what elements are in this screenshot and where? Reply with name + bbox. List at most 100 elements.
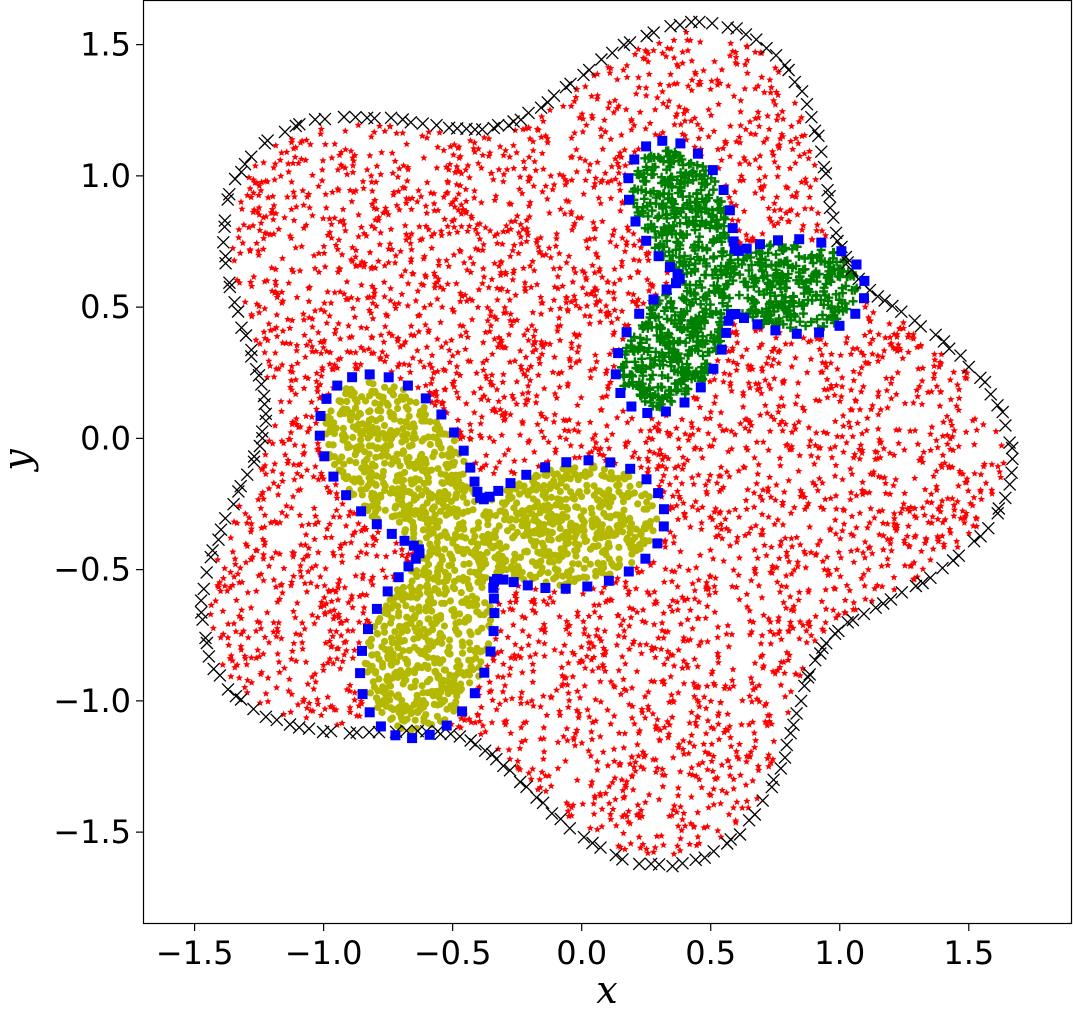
red-star-point <box>556 336 564 344</box>
red-star-point <box>800 547 808 555</box>
red-star-point <box>607 596 616 604</box>
red-star-point <box>509 246 517 254</box>
red-star-point <box>261 348 269 356</box>
red-star-point <box>684 663 692 671</box>
red-star-point <box>746 607 754 614</box>
red-star-point <box>549 185 557 193</box>
red-star-point <box>611 795 619 803</box>
red-star-point <box>631 767 640 775</box>
yellow-circle-point <box>502 566 510 574</box>
red-star-point <box>490 469 498 477</box>
red-star-point <box>801 505 809 513</box>
red-star-point <box>957 514 965 522</box>
red-star-point <box>516 347 524 354</box>
yellow-circle-point <box>434 422 442 430</box>
red-star-point <box>569 801 577 809</box>
red-star-point <box>586 418 594 426</box>
red-star-point <box>318 176 326 184</box>
red-star-point <box>533 125 541 133</box>
red-star-point <box>484 303 492 311</box>
yellow-circle-point <box>396 652 404 660</box>
red-star-point <box>407 205 416 213</box>
red-star-point <box>764 112 772 120</box>
red-star-point <box>730 566 738 574</box>
red-star-point <box>314 548 322 556</box>
red-star-point <box>247 654 255 661</box>
red-star-point <box>529 765 537 773</box>
red-star-point <box>655 39 663 47</box>
red-star-point <box>252 336 260 344</box>
red-star-point <box>732 53 740 61</box>
red-star-point <box>569 672 577 680</box>
red-star-point <box>725 508 733 515</box>
red-star-point <box>439 285 447 293</box>
red-star-point <box>316 380 324 388</box>
red-star-point <box>717 156 726 164</box>
red-star-point <box>832 614 840 621</box>
red-star-point <box>694 425 703 433</box>
red-star-point <box>672 473 680 481</box>
red-star-point <box>633 564 641 572</box>
red-star-point <box>582 121 590 129</box>
red-star-point <box>575 709 583 717</box>
red-star-point <box>770 206 779 214</box>
red-star-point <box>297 155 305 163</box>
yellow-circle-point <box>434 523 442 531</box>
yellow-circle-point <box>409 420 417 428</box>
red-star-point <box>634 45 642 53</box>
red-star-point <box>507 217 515 225</box>
red-star-point <box>714 623 722 631</box>
red-star-point <box>237 198 245 206</box>
red-star-point <box>761 376 769 384</box>
red-star-point <box>257 570 265 578</box>
red-star-point <box>621 845 629 853</box>
red-star-point <box>456 246 464 254</box>
red-star-point <box>735 226 743 234</box>
red-star-point <box>727 427 736 435</box>
red-star-point <box>368 222 376 230</box>
red-star-point <box>880 444 888 452</box>
red-star-point <box>498 343 506 351</box>
red-star-point <box>575 357 583 364</box>
red-star-point <box>515 185 524 193</box>
red-star-point <box>672 424 680 432</box>
yellow-circle-point <box>351 451 359 459</box>
red-star-point <box>786 622 794 630</box>
red-star-point <box>799 221 807 229</box>
red-star-point <box>805 154 813 162</box>
red-star-point <box>939 418 948 426</box>
red-star-point <box>235 225 243 233</box>
red-star-point <box>265 562 273 570</box>
yellow-circle-point <box>500 516 509 524</box>
red-star-point <box>348 197 356 205</box>
red-star-point <box>794 562 802 570</box>
red-star-point <box>772 88 781 96</box>
red-star-point <box>290 639 298 647</box>
red-star-point <box>923 498 931 506</box>
red-star-point <box>228 657 236 664</box>
red-star-point <box>836 397 844 405</box>
red-star-point <box>906 427 914 435</box>
red-star-point <box>259 245 267 253</box>
red-star-point <box>309 707 317 714</box>
red-star-point <box>290 193 299 200</box>
red-star-point <box>604 382 612 389</box>
red-star-point <box>679 48 687 56</box>
red-star-point <box>889 481 898 489</box>
red-star-point <box>440 146 448 154</box>
red-star-point <box>778 130 786 138</box>
red-star-point <box>509 269 517 277</box>
red-star-point <box>774 629 782 637</box>
red-star-point <box>749 777 757 784</box>
red-star-point <box>334 166 342 173</box>
red-star-point <box>709 767 717 775</box>
red-star-point <box>573 333 581 340</box>
red-star-point <box>398 290 406 298</box>
red-star-point <box>412 297 420 304</box>
red-star-point <box>336 288 344 295</box>
red-star-point <box>976 488 985 495</box>
red-star-point <box>792 193 800 200</box>
red-star-point <box>238 205 246 212</box>
red-star-point <box>625 587 633 595</box>
red-star-point <box>336 335 344 342</box>
